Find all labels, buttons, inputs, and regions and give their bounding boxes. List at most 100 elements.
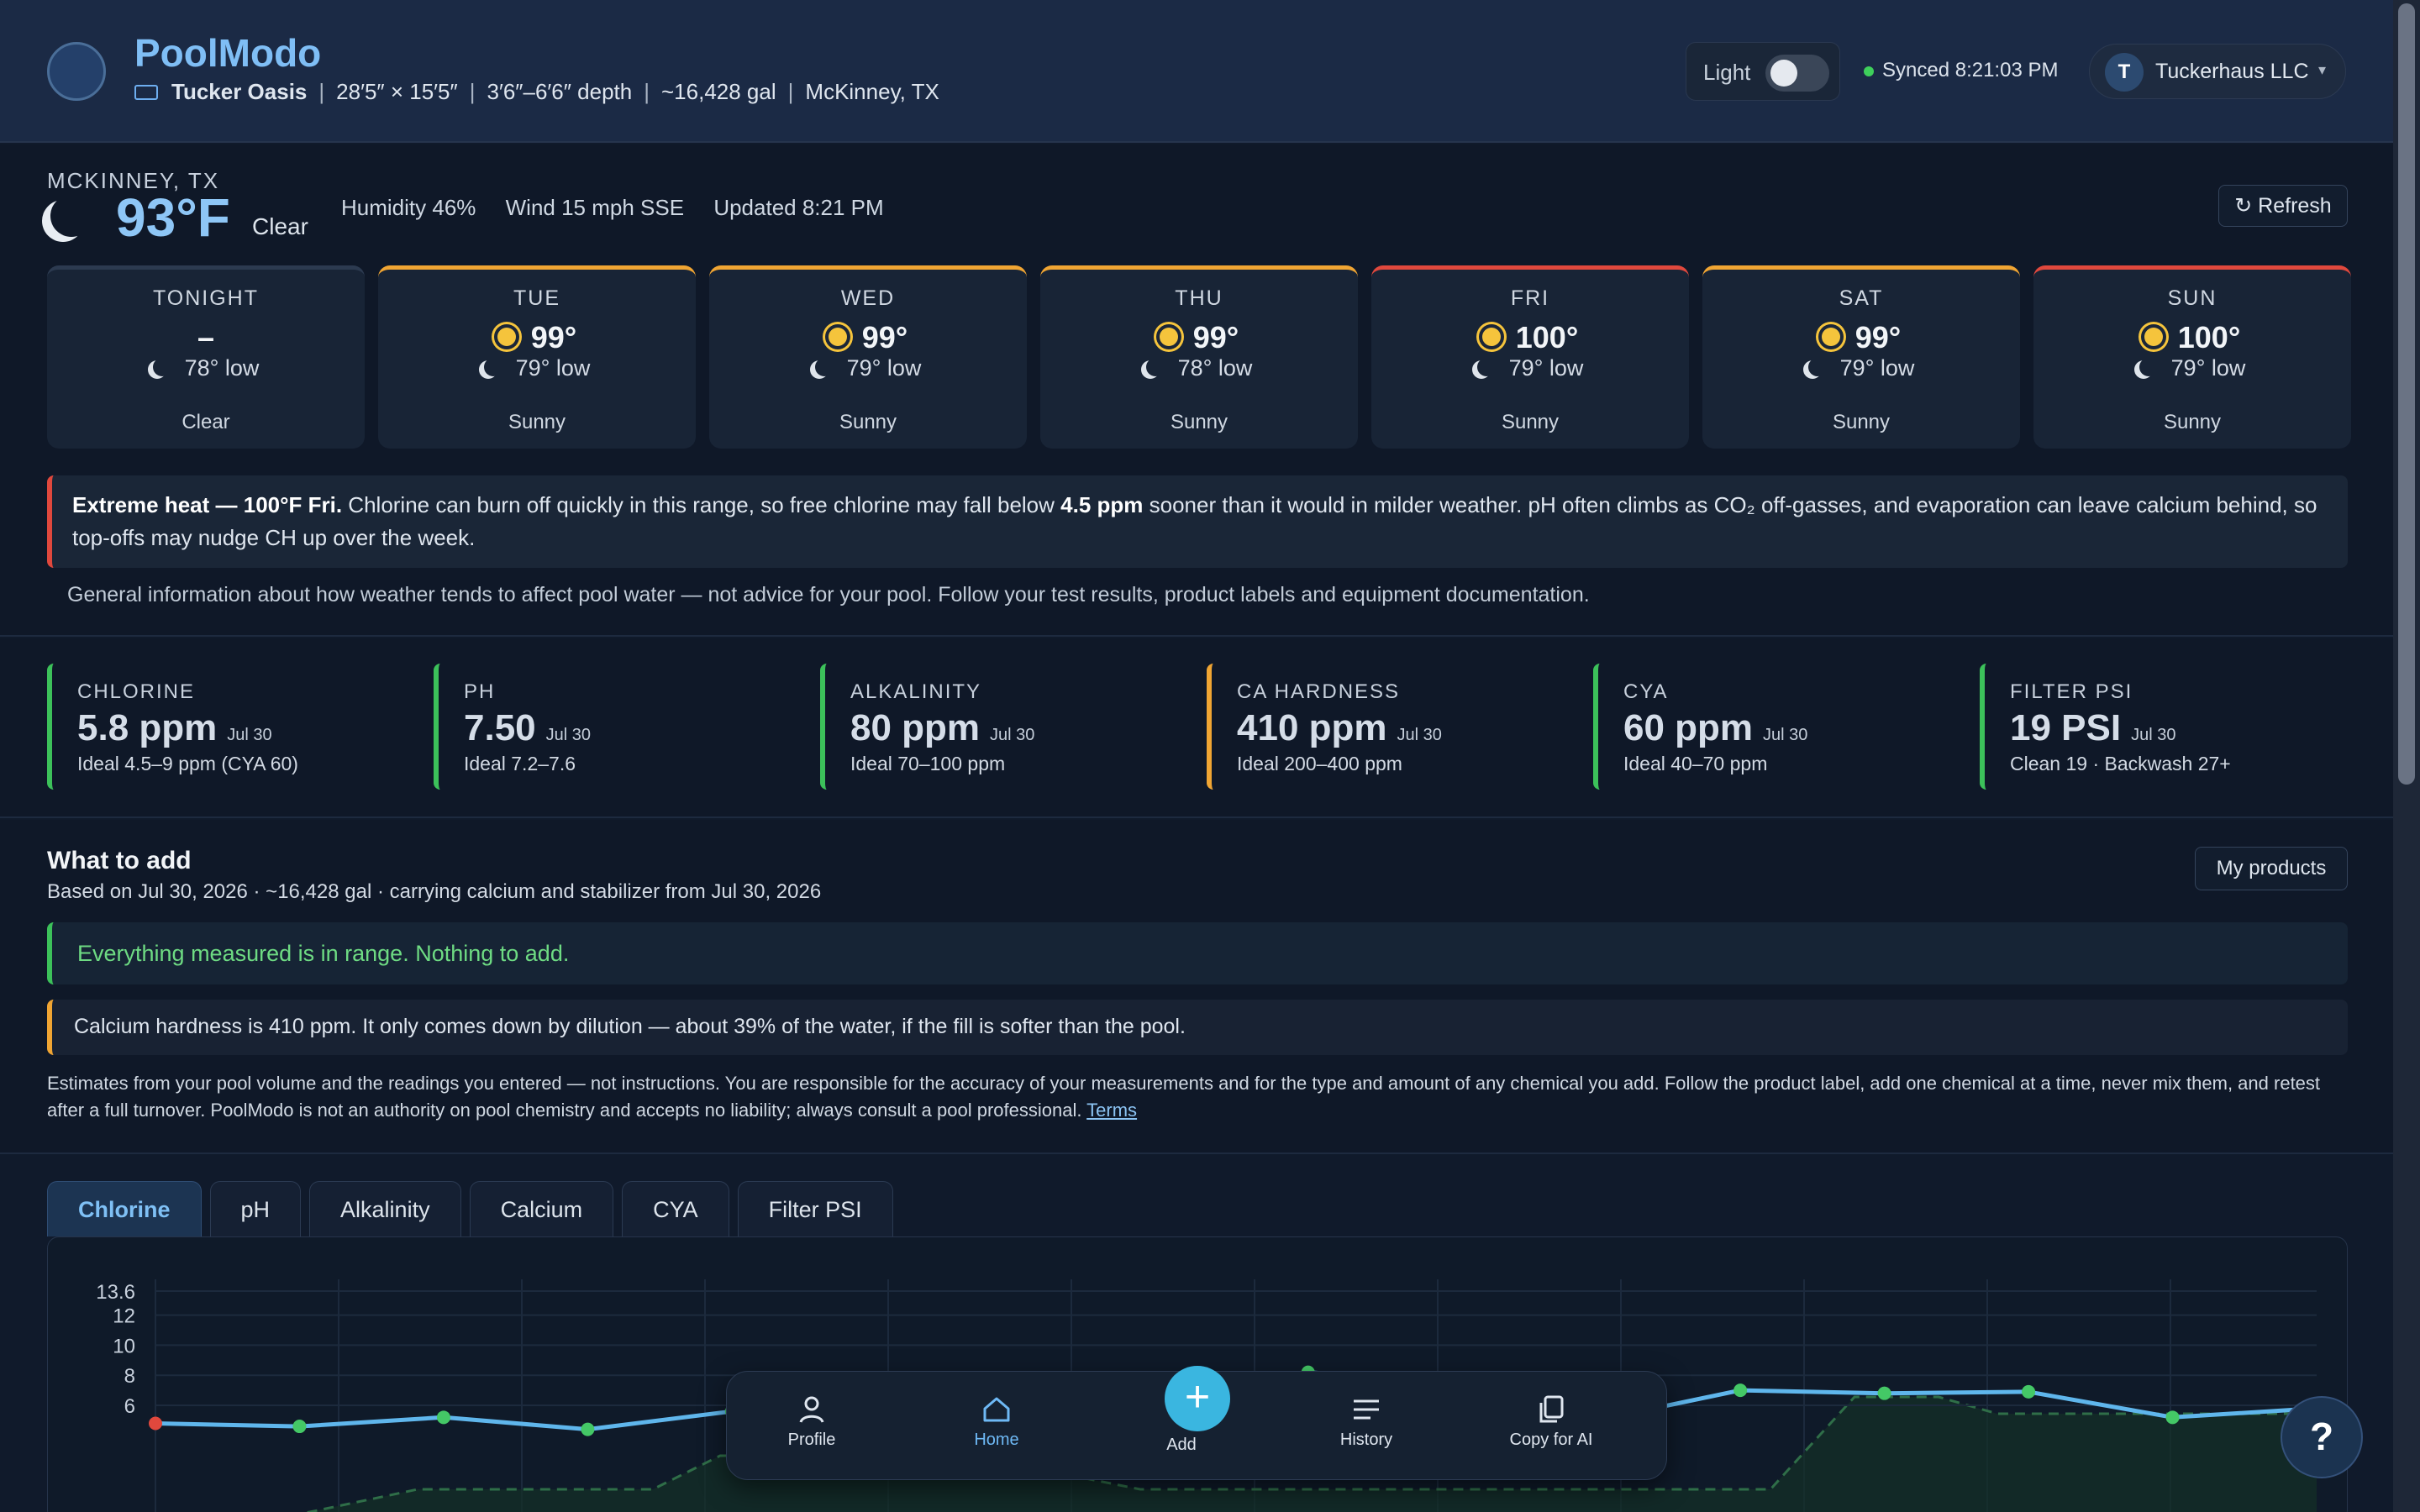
nav-home[interactable]: Home [942, 1394, 1051, 1450]
in-range-text: Everything measured is in range. Nothing… [77, 941, 570, 966]
day-high: 99° [861, 320, 908, 354]
moon-icon [1146, 358, 1165, 376]
reading-value: 5.8 ppm [77, 707, 218, 748]
tab-chlorine[interactable]: Chlorine [47, 1181, 202, 1236]
moon-icon [50, 195, 92, 237]
tab-alkalinity[interactable]: Alkalinity [309, 1181, 461, 1236]
forecast-day-fri: FRI 100° 79° low Sunny [1371, 265, 1689, 449]
day-low: 79° low [1839, 355, 1915, 381]
reading-value-row: 410 ppm Jul 30 [1237, 707, 1442, 749]
reading-name: CA HARDNESS [1237, 680, 1401, 703]
app-logo [47, 42, 106, 101]
reading-name: CYA [1623, 680, 1669, 703]
day-desc: Sunny [508, 411, 566, 433]
theme-label: Light [1703, 60, 1751, 85]
weather-city: MCKINNEY, TX [47, 168, 220, 193]
day-high-row: 99° [709, 320, 1027, 355]
current-temp: 93°F [116, 187, 230, 248]
chart-svg: 13.612 10 8 6 [96, 1279, 2323, 1512]
moon-icon [815, 358, 834, 376]
nav-add[interactable]: Add [1127, 1436, 1236, 1455]
y-tick-label: 10 [113, 1335, 135, 1357]
pool-name[interactable]: Tucker Oasis [171, 79, 308, 104]
forecast-day-wed: WED 99° 79° low Sunny [709, 265, 1027, 449]
moon-icon [1477, 358, 1496, 376]
reading-name: FILTER PSI [2010, 680, 2133, 703]
scrollbar-thumb[interactable] [2398, 3, 2415, 785]
sun-icon [828, 328, 847, 347]
wind: Wind 15 mph SSE [505, 195, 685, 220]
nav-profile-label: Profile [787, 1431, 836, 1449]
day-low-row: 79° low [2033, 355, 2351, 381]
day-low: 79° low [846, 355, 922, 381]
reading-cya[interactable]: CYA 60 ppm Jul 30 Ideal 40–70 ppm [1593, 664, 1946, 790]
help-button[interactable]: ? [2281, 1396, 2363, 1478]
sun-icon [1481, 328, 1501, 347]
sync-dot-icon [1864, 66, 1874, 76]
reading-ca-hardness[interactable]: CA HARDNESS 410 ppm Jul 30 Ideal 200–400 … [1207, 664, 1560, 790]
day-high-row: 99° [1040, 320, 1358, 355]
ideal-range-upper [303, 1395, 2317, 1512]
reading-name: PH [464, 680, 496, 703]
separator: | [318, 79, 325, 104]
what-to-add-subtitle: Based on Jul 30, 2026 · ~16,428 gal · ca… [47, 880, 822, 903]
day-high: 100° [1515, 320, 1579, 354]
refresh-button[interactable]: ↻ Refresh [2218, 185, 2348, 227]
nav-copy[interactable]: Copy for AI [1497, 1394, 1606, 1450]
pool-meta: Tucker Oasis | 28′5″ × 15′5″ | 3′6″–6′6″… [134, 79, 939, 105]
day-low-row: 79° low [709, 355, 1027, 381]
pool-depth: 3′6″–6′6″ depth [487, 79, 633, 104]
reading-date: Jul 30 [545, 726, 592, 744]
theme-toggle[interactable] [1765, 55, 1829, 92]
day-high-row: 99° [1702, 320, 2020, 355]
tab-ph[interactable]: pH [209, 1181, 302, 1236]
avatar: T [2105, 53, 2144, 92]
nav-profile[interactable]: Profile [757, 1394, 866, 1450]
reading-ph[interactable]: PH 7.50 Jul 30 Ideal 7.2–7.6 [434, 664, 786, 790]
day-name: WED [840, 286, 896, 310]
day-desc: Sunny [1170, 411, 1228, 433]
alert-body-1: Chlorine can burn off quickly in this ra… [342, 492, 1061, 517]
y-tick-label: 6 [124, 1395, 135, 1418]
pool-volume: ~16,428 gal [661, 79, 776, 104]
day-desc: Sunny [1501, 411, 1560, 433]
day-high: 100° [2177, 320, 2241, 354]
tab-calcium[interactable]: Calcium [469, 1181, 614, 1236]
day-name: TUE [513, 286, 560, 310]
reading-filter-psi[interactable]: FILTER PSI 19 PSI Jul 30 Clean 19 · Backw… [1980, 664, 2333, 790]
disclaimer: Estimates from your pool volume and the … [47, 1070, 2349, 1124]
account-menu[interactable]: T Tuckerhaus LLC ▾ [2089, 44, 2346, 99]
day-name: FRI [1510, 286, 1550, 310]
reading-alkalinity[interactable]: ALKALINITY 80 ppm Jul 30 Ideal 70–100 ppm [820, 664, 1173, 790]
tab-cya[interactable]: CYA [622, 1181, 729, 1236]
reading-date: Jul 30 [2131, 726, 2176, 744]
day-desc: Sunny [839, 411, 897, 433]
in-range-message: Everything measured is in range. Nothing… [47, 922, 2348, 984]
add-button[interactable]: + [1165, 1366, 1230, 1431]
data-point [2165, 1410, 2180, 1425]
disclaimer-text: Estimates from your pool volume and the … [47, 1073, 2321, 1121]
reading-ideal: Ideal 7.2–7.6 [464, 753, 576, 774]
day-name: TONIGHT [152, 286, 260, 310]
day-high-row: 100° [1371, 320, 1689, 355]
terms-link[interactable]: Terms [1086, 1100, 1138, 1121]
my-products-button[interactable]: My products [2195, 847, 2348, 890]
data-point [1733, 1383, 1748, 1398]
day-name: SUN [2167, 286, 2217, 310]
separator: | [787, 79, 794, 104]
reading-date: Jul 30 [227, 726, 272, 744]
chevron-down-icon: ▾ [2318, 61, 2327, 78]
reading-chlorine[interactable]: CHLORINE 5.8 ppm Jul 30 Ideal 4.5–9 ppm (… [47, 664, 400, 790]
sync-status: Synced 8:21:03 PM [1864, 59, 2058, 82]
reading-value: 60 ppm [1623, 707, 1754, 748]
reading-value-row: 5.8 ppm Jul 30 [77, 707, 272, 749]
day-high-row: 99° [378, 320, 696, 355]
tab-filter-psi[interactable]: Filter PSI [737, 1181, 893, 1236]
chart-tabs: Chlorine pH Alkalinity Calcium CYA Filte… [47, 1181, 893, 1236]
reading-value: 80 ppm [850, 707, 981, 748]
data-point [149, 1416, 162, 1431]
reading-value: 410 ppm [1237, 707, 1387, 748]
y-tick-label: 8 [124, 1365, 135, 1388]
day-low: 78° low [184, 355, 260, 381]
nav-history[interactable]: History [1312, 1394, 1421, 1450]
